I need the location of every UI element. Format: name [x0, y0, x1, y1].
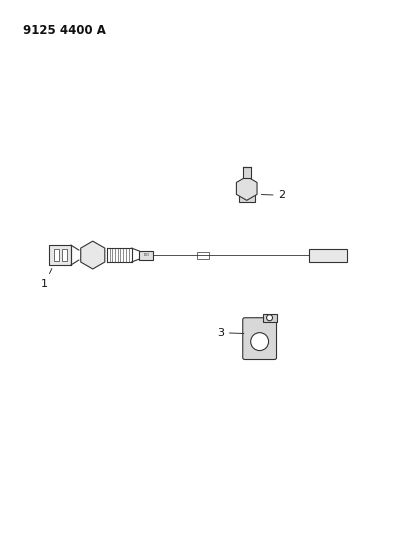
FancyBboxPatch shape: [243, 318, 277, 360]
Circle shape: [267, 315, 272, 321]
FancyBboxPatch shape: [54, 249, 59, 261]
FancyBboxPatch shape: [309, 248, 347, 262]
FancyBboxPatch shape: [239, 195, 255, 203]
Text: 1: 1: [41, 269, 52, 289]
FancyBboxPatch shape: [197, 252, 209, 259]
FancyBboxPatch shape: [243, 166, 251, 179]
Circle shape: [251, 333, 268, 351]
Text: 9125 4400 A: 9125 4400 A: [23, 25, 106, 37]
Text: EID: EID: [143, 253, 150, 257]
FancyBboxPatch shape: [139, 251, 153, 260]
Polygon shape: [236, 176, 257, 200]
FancyBboxPatch shape: [62, 249, 67, 261]
FancyBboxPatch shape: [263, 314, 277, 322]
FancyBboxPatch shape: [49, 245, 71, 265]
Text: 2: 2: [261, 190, 286, 200]
Text: 3: 3: [217, 328, 244, 337]
Polygon shape: [81, 241, 105, 269]
